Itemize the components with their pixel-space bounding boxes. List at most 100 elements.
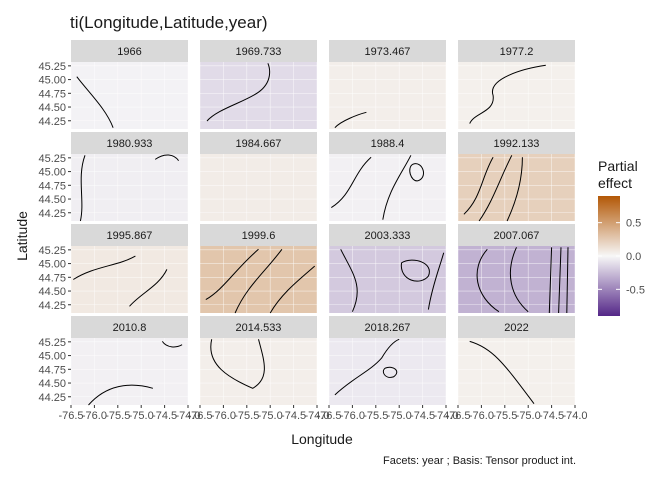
- x-tick-label: -74.0: [175, 410, 200, 422]
- x-tick-label: -76.0: [211, 410, 236, 422]
- y-tick-label: 45.25: [38, 61, 66, 73]
- facet-strip: [71, 224, 188, 246]
- facet-strip: [200, 224, 317, 246]
- facet-label: 2007.067: [494, 230, 540, 242]
- facet-panel: 1977.2: [457, 40, 576, 129]
- y-tick-label: 45.00: [38, 75, 66, 87]
- contour-line: [558, 247, 562, 314]
- facet-strip: [458, 40, 575, 62]
- y-tick-label: 45.25: [38, 153, 66, 165]
- contour-line: [382, 366, 398, 378]
- facet-label: 1995.867: [107, 230, 153, 242]
- facet-panel: 1995.867: [70, 224, 189, 313]
- x-tick-label: -75.5: [363, 410, 388, 422]
- y-tick-label: 44.75: [38, 180, 66, 192]
- facet-strip: [71, 316, 188, 338]
- legend-tick-label: 0.5: [626, 218, 641, 230]
- facet-label: 1973.467: [365, 46, 411, 58]
- x-tick-label: -74.5: [281, 410, 306, 422]
- facet-strip: [329, 40, 446, 62]
- facet-strip: [200, 132, 317, 154]
- contour-line: [409, 163, 424, 182]
- facet-strip: [329, 224, 446, 246]
- facet-label: 2014.533: [236, 322, 282, 334]
- contour-line: [73, 255, 136, 280]
- legend-title-line1: Partial: [598, 158, 638, 174]
- facet-panels: 1966 1969.733 1973.467 1977.2 1980.933 1984.6…: [70, 40, 576, 406]
- y-tick-label: 44.75: [38, 272, 66, 284]
- contour-line: [206, 63, 271, 122]
- facet-panel: 2018.267: [328, 316, 447, 405]
- contour-line: [88, 384, 154, 406]
- y-tick-label: 45.25: [38, 245, 66, 257]
- x-tick-label: -75.5: [234, 410, 259, 422]
- facet-heat-cell: [200, 246, 317, 313]
- facet-panel: 2003.333: [328, 224, 447, 313]
- x-tick-label: -76.5: [445, 410, 470, 422]
- facet-label: 2003.333: [365, 230, 411, 242]
- contour-line: [469, 64, 546, 124]
- contour-line: [463, 157, 494, 215]
- facet-label: 1977.2: [500, 46, 534, 58]
- x-tick-label: -75.0: [258, 410, 283, 422]
- facet-heat-cell: [71, 246, 188, 313]
- facet-panel: 1999.6: [199, 224, 318, 314]
- contour-line: [161, 341, 183, 348]
- facet-heat-cell: [458, 338, 575, 405]
- facet-panel: 1984.667: [199, 132, 318, 221]
- contour-line: [506, 157, 523, 222]
- y-tick-label: 45.25: [38, 337, 66, 349]
- facet-heat-cell: [329, 246, 446, 313]
- contour-line: [334, 338, 400, 396]
- caption: Facets: year ; Basis: Tensor product int…: [383, 455, 576, 467]
- facet-strip: [458, 132, 575, 154]
- contour-line: [340, 249, 358, 312]
- x-tick-label: -75.0: [516, 410, 541, 422]
- x-tick-label: -76.5: [316, 410, 341, 422]
- y-tick-label: 44.25: [38, 208, 66, 220]
- x-tick-label: -74.5: [410, 410, 435, 422]
- y-tick-label: 44.75: [38, 364, 66, 376]
- facet-heat-cell: [71, 154, 188, 221]
- facet-strip: [329, 132, 446, 154]
- x-tick-label: -74.0: [433, 410, 458, 422]
- facet-label: 2018.267: [365, 322, 411, 334]
- facet-label: 1988.4: [371, 138, 405, 150]
- facet-panel: 1973.467: [328, 40, 447, 129]
- facet-strip: [200, 316, 317, 338]
- y-tick-label: 45.00: [38, 259, 66, 271]
- contour-line: [469, 340, 535, 405]
- contour-line: [154, 154, 180, 162]
- facet-strip: [458, 316, 575, 338]
- y-tick-label: 44.50: [38, 102, 66, 114]
- contour-line: [548, 247, 553, 314]
- facet-heat-cell: [200, 154, 317, 221]
- x-tick-label: -74.0: [562, 410, 587, 422]
- x-tick-label: -76.5: [58, 410, 83, 422]
- facet-label: 2010.8: [113, 322, 147, 334]
- y-axis-label: Latitude: [14, 211, 30, 261]
- y-tick-label: 44.25: [38, 300, 66, 312]
- facet-label: 2022: [504, 322, 528, 334]
- y-tick-label: 44.75: [38, 88, 66, 100]
- facet-strip: [71, 132, 188, 154]
- legend-tick-label: -0.5: [626, 284, 645, 296]
- facet-heat-cell: [200, 62, 317, 129]
- x-tick-label: -76.0: [469, 410, 494, 422]
- x-tick-label: -75.0: [387, 410, 412, 422]
- x-tick-label: -74.5: [539, 410, 564, 422]
- facet-strip: [71, 40, 188, 62]
- axes: 44.2544.5044.7545.0045.2544.2544.5044.75…: [38, 61, 587, 422]
- facet-heat-cell: [200, 338, 317, 405]
- x-tick-label: -76.0: [340, 410, 365, 422]
- x-tick-label: -74.5: [152, 410, 177, 422]
- x-tick-label: -75.5: [492, 410, 517, 422]
- facet-panel: 2022: [457, 316, 576, 405]
- contour-line: [210, 339, 265, 389]
- facet-heat-cell: [71, 62, 188, 129]
- facet-panel: 2007.067: [457, 224, 576, 314]
- y-tick-label: 44.50: [38, 378, 66, 390]
- contour-line: [476, 248, 500, 313]
- x-tick-label: -76.5: [187, 410, 212, 422]
